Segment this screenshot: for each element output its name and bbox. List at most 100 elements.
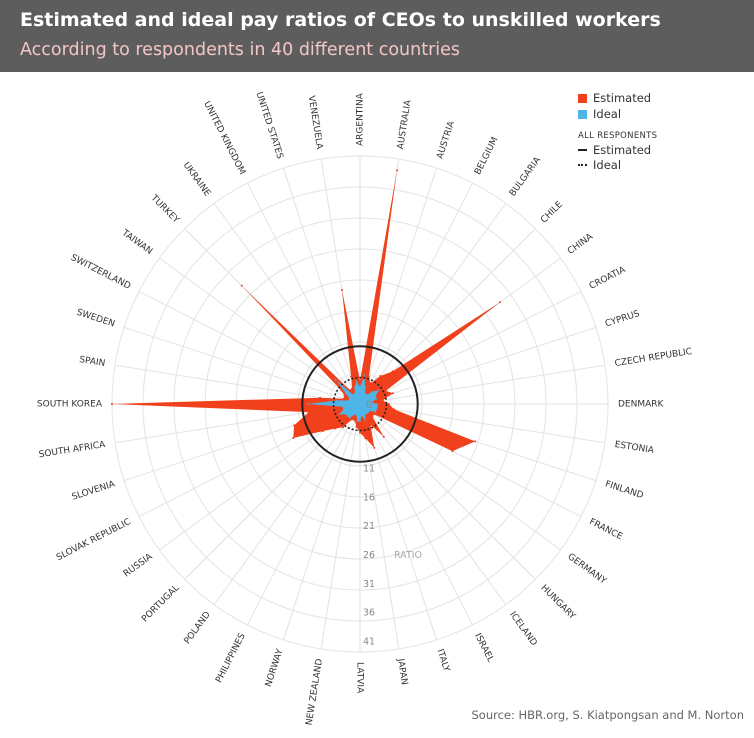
legend-estimated-label: Estimated [593, 91, 652, 105]
ideal-point-slovenia [342, 408, 345, 411]
grid-spoke [159, 257, 361, 405]
estimated-point-norway [353, 419, 356, 422]
ideal-point-iceland [366, 412, 368, 415]
ideal-point-spain [336, 399, 339, 402]
ideal-point-chile [371, 391, 374, 393]
estimated-point-ukraine [348, 389, 351, 391]
country-label-south-korea: SOUTH KOREA [37, 400, 103, 410]
estimated-point-cyprus [391, 392, 394, 395]
estimated-point-poland [342, 426, 344, 429]
country-label-slovenia: SLOVENIA [71, 479, 117, 503]
country-label-argentina: ARGENTINA [356, 92, 366, 146]
estimated-point-turkey [240, 284, 243, 287]
ideal-point-france [374, 411, 377, 413]
country-label-south-africa: SOUTH AFRICA [38, 440, 107, 461]
estimated-point-czech-republic [381, 399, 384, 402]
legend-item-all-estimated: Estimated [578, 142, 657, 157]
grid-spoke [282, 167, 361, 405]
estimated-point-united-kingdom [351, 387, 354, 390]
country-label-china: CHINA [566, 231, 596, 256]
estimated-point-austria [367, 375, 370, 378]
ideal-point-germany [368, 410, 371, 412]
legend: Estimated Ideal ALL RESPONENTS Estimated… [578, 90, 657, 172]
grid-spoke [359, 403, 400, 649]
estimated-point-taiwan [340, 389, 343, 392]
estimated-point-france [451, 450, 454, 453]
estimated-point-japan [364, 437, 367, 440]
grid-spoke [246, 182, 361, 405]
country-label-switzerland: SWITZERLAND [69, 253, 132, 292]
grid-spoke [359, 167, 438, 405]
ideal-point-italy [364, 419, 367, 422]
ideal-point-poland [349, 417, 351, 419]
ideal-point-japan [361, 414, 363, 417]
grid-spoke [359, 326, 597, 405]
country-label-spain: SPAIN [79, 355, 106, 369]
source-note: Source: HBR.org, S. Kiatpongsan and M. N… [471, 708, 744, 722]
ideal-point-taiwan [345, 393, 347, 395]
country-label-australia: AUSTRALIA [396, 98, 414, 150]
legend-ideal-label: Ideal [593, 107, 622, 121]
estimated-point-united-states [350, 375, 353, 378]
estimated-point-denmark [387, 403, 390, 405]
country-label-venezuela: VENEZUELA [306, 95, 324, 151]
dotted-line-swatch [578, 163, 587, 166]
ideal-swatch [578, 109, 587, 119]
grid-spoke [246, 403, 361, 626]
ideal-point-denmark [376, 403, 379, 405]
ideal-point-venezuela [355, 380, 358, 383]
chart-title: Estimated and ideal pay ratios of CEOs t… [20, 9, 661, 31]
estimated-point-philippines [351, 418, 354, 421]
radial-axis-label: RATIO [394, 550, 422, 561]
ideal-point-norway [355, 414, 358, 416]
radial-tick-label: 31 [363, 579, 375, 590]
estimated-point-germany [373, 413, 375, 416]
grid-spoke [359, 182, 474, 405]
country-label-bulgaria: BULGARIA [508, 155, 544, 199]
estimated-point-iceland [382, 435, 385, 438]
country-label-taiwan: TAIWAN [119, 228, 154, 257]
country-label-cyprus: CYPRUS [604, 309, 641, 330]
ideal-point-philippines [354, 413, 356, 416]
ideal-point-bulgaria [366, 393, 368, 396]
country-label-portugal: PORTUGAL [140, 583, 181, 624]
grid-spoke [282, 403, 361, 641]
estimated-point-belgium [369, 382, 372, 385]
estimated-point-south-korea [111, 403, 113, 405]
ideal-point-united-states [353, 386, 356, 389]
estimated-point-portugal [334, 427, 337, 430]
estimated-point-argentina [359, 379, 361, 382]
ideal-point-south-africa [342, 405, 344, 408]
country-label-japan: JAPAN [395, 657, 409, 686]
ideal-point-australia [363, 374, 366, 377]
grid-spoke [123, 326, 361, 405]
ideal-point-estonia [376, 405, 378, 408]
estimated-point-australia [396, 169, 398, 172]
radial-tick-label: 21 [363, 521, 375, 532]
ideal-point-portugal [347, 415, 349, 418]
estimated-point-latvia [359, 431, 361, 434]
country-label-poland: POLAND [183, 610, 213, 646]
country-label-germany: GERMANY [565, 552, 608, 587]
radial-tick-label: 16 [363, 492, 375, 503]
country-label-belgium: BELGIUM [473, 136, 500, 177]
radial-tick-label: 26 [363, 550, 375, 561]
ideal-point-belgium [364, 392, 367, 395]
grid-spoke [184, 403, 361, 580]
estimated-point-switzerland [343, 395, 346, 398]
ideal-point-china [377, 389, 380, 392]
country-label-hungary: HUNGARY [539, 583, 578, 622]
ideal-point-hungary [367, 411, 370, 414]
ideal-point-sweden [348, 399, 350, 402]
country-label-turkey: TURKEY [148, 193, 181, 226]
radial-tick-label: 0 [366, 400, 372, 411]
grid-spoke [213, 203, 361, 405]
country-label-estonia: ESTONIA [614, 440, 655, 456]
country-label-norway: NORWAY [264, 648, 286, 689]
country-label-united-kingdom: UNITED KINGDOM [201, 100, 247, 177]
estimated-point-south-africa [307, 411, 310, 414]
estimated-point-chile [391, 370, 394, 373]
radial-tick-label: 11 [363, 463, 375, 474]
estimated-point-slovenia [293, 424, 296, 427]
country-label-czech-republic: CZECH REPUBLIC [614, 347, 693, 369]
